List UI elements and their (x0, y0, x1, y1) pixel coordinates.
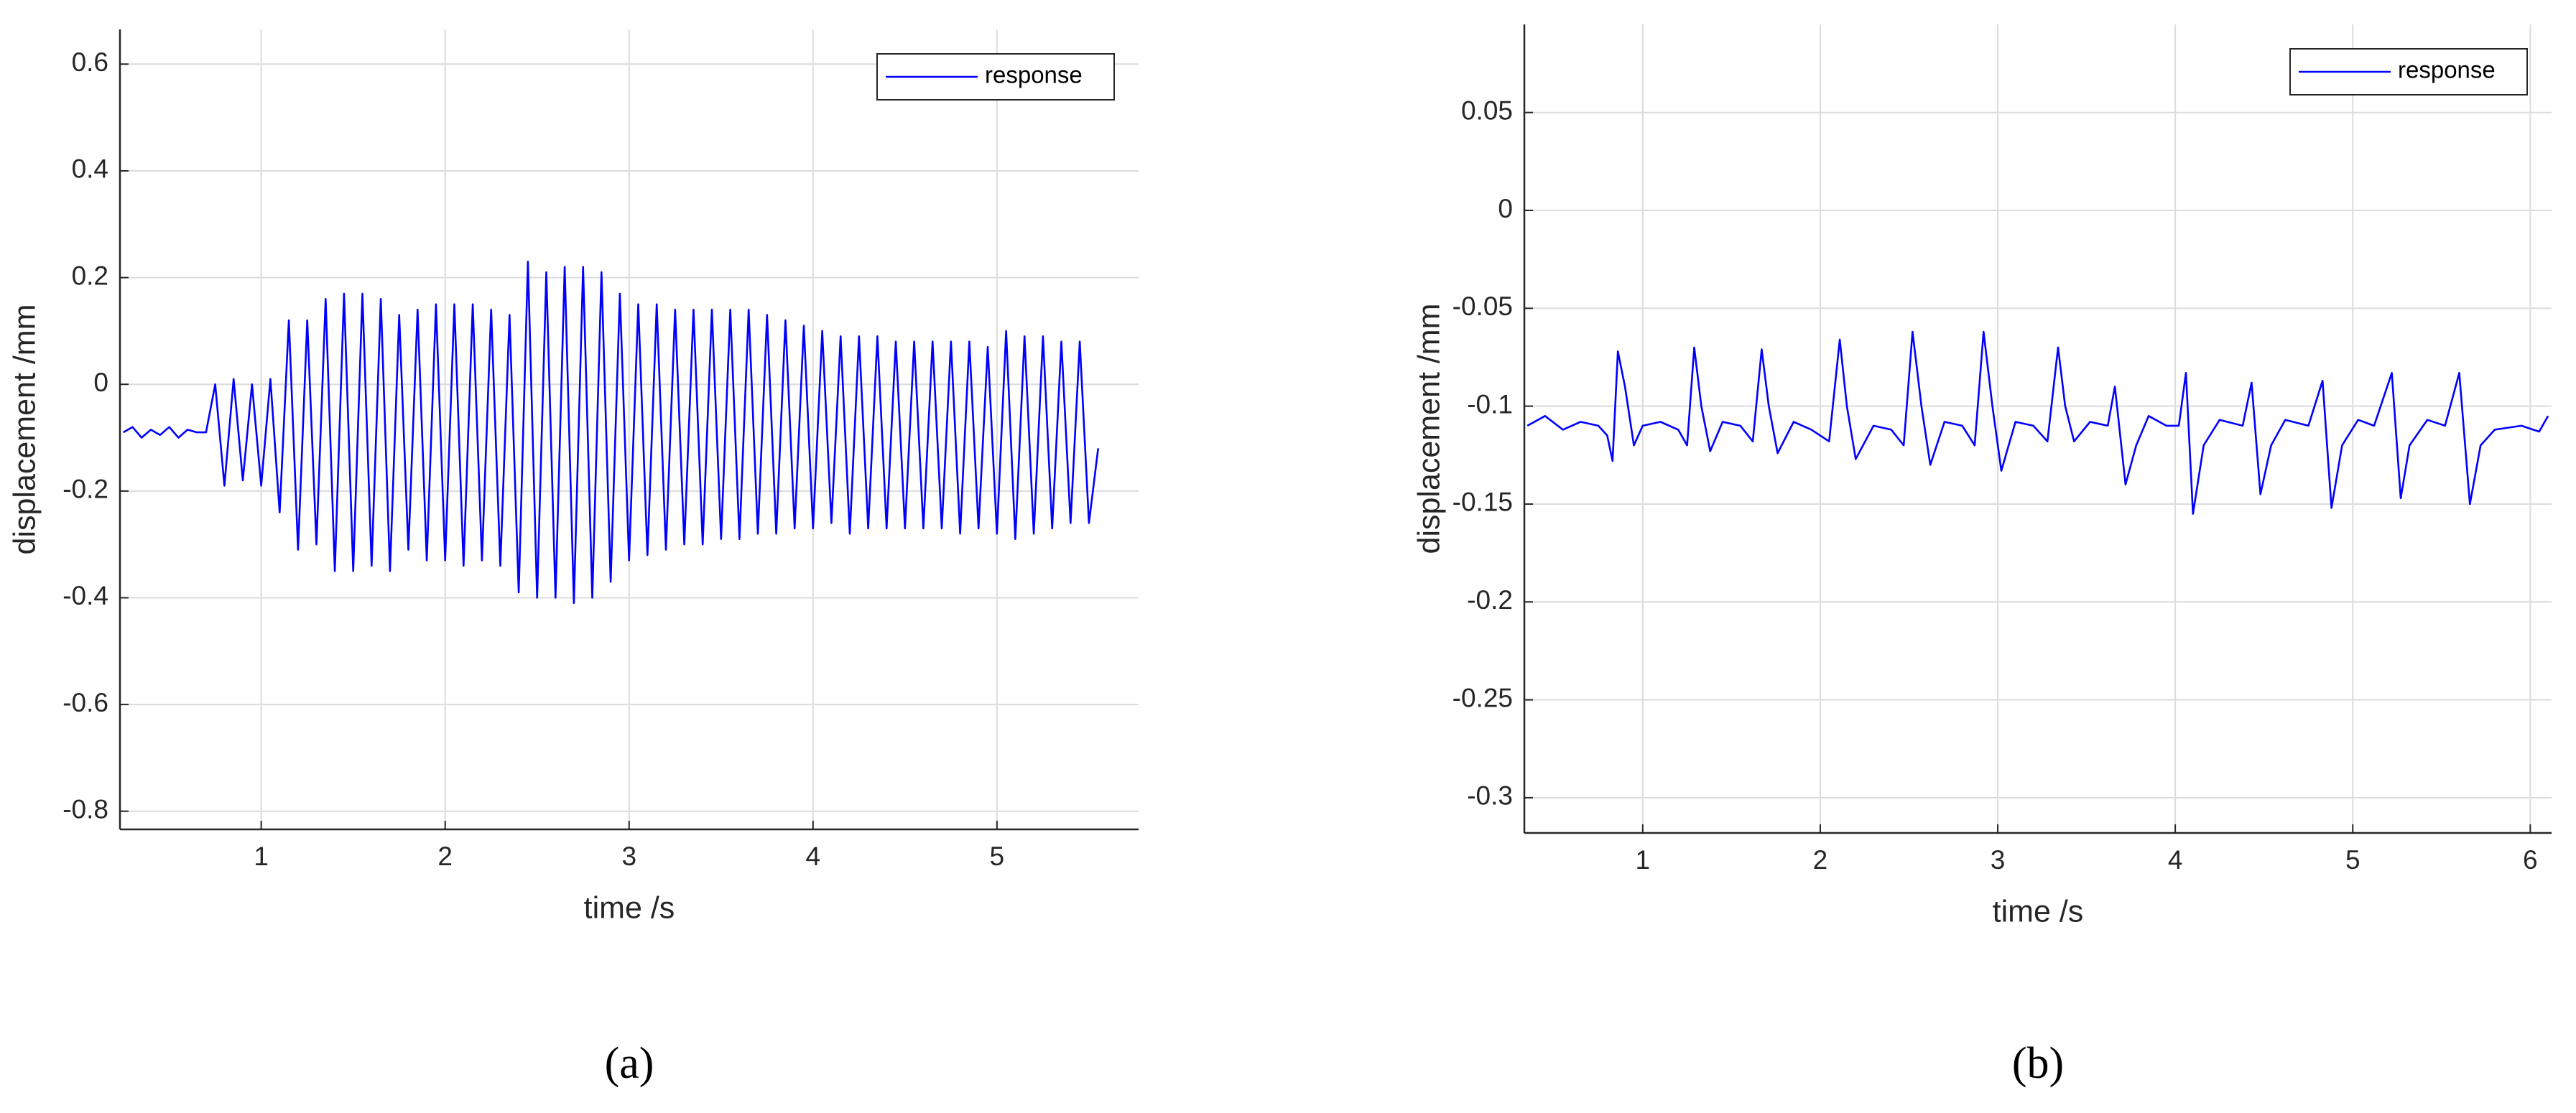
data-line (1526, 330, 2549, 515)
x-tick-label: 4 (806, 842, 821, 871)
x-tick-label: 4 (2168, 845, 2183, 875)
y-tick-label: 0.6 (72, 47, 108, 77)
chart: 1 2 3 4 5 6 -0.3 -0.25 -0.2 -0.15 -0.1 -0.05 0 0.05 ti… (1412, 24, 2552, 1088)
legend-label: response (2398, 57, 2496, 83)
y-tick-label: 0 (1498, 194, 1513, 223)
legend: response (2289, 48, 2528, 96)
legend-label: response (985, 62, 1083, 88)
x-axis-label: time /s (1993, 894, 2084, 928)
y-axis-label: displacement /mm (1412, 304, 1446, 554)
y-tick-label: -0.3 (1467, 781, 1513, 811)
y-tick-label: -0.4 (62, 581, 108, 610)
y-tick-label: 0.2 (72, 261, 108, 290)
y-tick-label: -0.2 (62, 475, 108, 504)
y-axis-label: displacement /mm (7, 304, 42, 555)
x-tick-label: 1 (1636, 845, 1651, 875)
x-tick-label: 6 (2523, 845, 2538, 875)
y-tick-label: -0.15 (1453, 488, 1513, 517)
x-tick-label: 5 (990, 842, 1005, 871)
x-tick-label: 3 (1991, 845, 2006, 875)
y-tick-label: 0.05 (1461, 96, 1513, 125)
x-axis-label: time /s (584, 890, 675, 925)
y-tick-label: -0.6 (62, 688, 108, 717)
y-tick-label: -0.2 (1467, 585, 1513, 615)
x-tick-label: 5 (2345, 845, 2360, 875)
y-tick-label: -0.25 (1453, 683, 1513, 712)
x-tick-label: 3 (621, 842, 636, 871)
x-tick-label: 2 (1813, 845, 1828, 875)
y-tick-label: -0.05 (1453, 292, 1513, 321)
y-tick-label: 0.4 (72, 154, 108, 184)
x-tick-label: 2 (437, 842, 453, 871)
legend: response (876, 53, 1115, 101)
data-line (122, 261, 1099, 605)
y-tick-label: -0.1 (1467, 389, 1513, 419)
x-tick-label: 1 (254, 842, 269, 871)
caption: (a) (605, 1039, 654, 1088)
y-tick-label: -0.8 (62, 795, 108, 824)
chart: 1 2 3 4 5 -0.8 -0.6 -0.4 -0.2 0 0.2 0.4 0.6 time /s di… (7, 29, 1139, 1088)
caption: (b) (2012, 1039, 2064, 1088)
y-tick-label: 0 (93, 368, 108, 397)
